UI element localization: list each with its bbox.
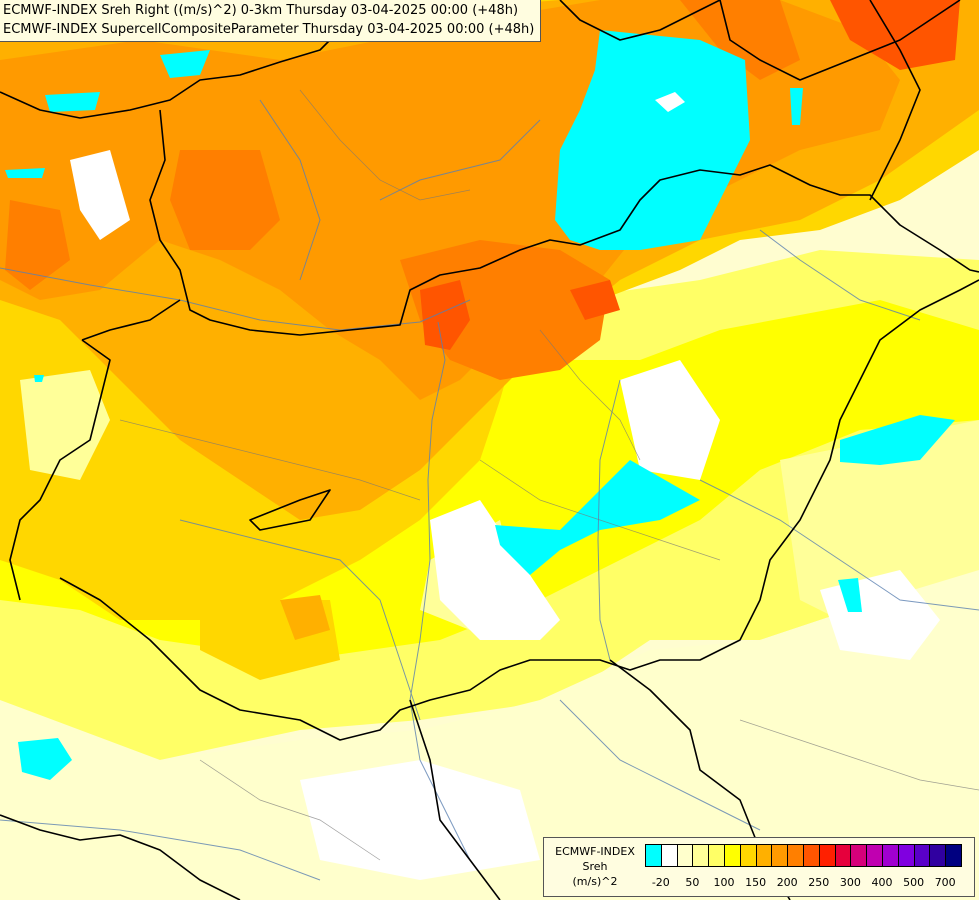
- field-white: [300, 760, 540, 880]
- legend-swatch: [819, 845, 836, 866]
- field-cyan: [5, 168, 45, 178]
- legend-swatch: [882, 845, 899, 866]
- field-cyan: [838, 578, 862, 612]
- border: [59, 279, 979, 741]
- field-cyan: [160, 50, 210, 78]
- legend-tick-label: 50: [685, 876, 700, 889]
- field-red-orange: [830, 0, 960, 70]
- river: [597, 379, 621, 661]
- border: [0, 814, 241, 900]
- legend-swatch: [709, 845, 725, 866]
- legend-swatch: [788, 845, 804, 866]
- field-cyan: [555, 30, 750, 250]
- legend-source: ECMWF-INDEX: [555, 845, 635, 858]
- region-line: [739, 719, 979, 791]
- field-red-orange: [420, 280, 470, 350]
- river: [409, 321, 471, 861]
- river: [559, 699, 761, 831]
- region-line: [299, 89, 471, 201]
- field-pale: [20, 370, 110, 480]
- region-line: [539, 329, 641, 461]
- map-header: ECMWF-INDEX Sreh Right ((m/s)^2) 0-3km T…: [0, 0, 542, 42]
- field-white: [70, 150, 130, 240]
- river: [179, 519, 421, 721]
- river: [759, 229, 921, 321]
- legend-swatch: [661, 845, 678, 866]
- legend-swatch: [756, 845, 773, 866]
- field-pale: [780, 420, 979, 640]
- border: [9, 339, 111, 601]
- header-line-scp: ECMWF-INDEX SupercellCompositeParameter …: [3, 22, 535, 37]
- legend-swatch: [772, 845, 789, 866]
- legend-parameter: Sreh: [582, 860, 608, 873]
- field-cyan: [495, 460, 720, 575]
- field-dark-orange: [170, 150, 280, 250]
- legend-title: ECMWF-INDEX Sreh (m/s)^2: [544, 844, 646, 889]
- border: [249, 489, 331, 531]
- legend-swatch: [946, 845, 962, 866]
- field-dark-orange: [680, 0, 800, 80]
- header-line-sreh: ECMWF-INDEX Sreh Right ((m/s)^2) 0-3km T…: [3, 3, 519, 18]
- river: [699, 479, 979, 611]
- border: [149, 109, 979, 336]
- legend-tick-labels: -20 50 100 150 200 250 300 400 500 700: [645, 876, 975, 890]
- legend-swatch: [930, 845, 947, 866]
- field-cyan: [840, 415, 955, 465]
- field-red-orange: [570, 280, 620, 320]
- legend-swatch: [898, 845, 915, 866]
- region-line: [119, 419, 421, 501]
- border: [719, 0, 961, 81]
- field-cyan: [34, 375, 44, 382]
- legend-swatch: [867, 845, 883, 866]
- border: [81, 299, 181, 341]
- legend-tick-label: 700: [934, 876, 956, 889]
- field-amber: [280, 595, 330, 640]
- color-legend: ECMWF-INDEX Sreh (m/s)^2 -20 50 100 150 200 2…: [543, 837, 975, 897]
- legend-swatch: [835, 845, 852, 866]
- legend-swatch: [803, 845, 820, 866]
- region-line: [479, 459, 721, 561]
- field-white: [430, 500, 560, 640]
- legend-swatch: [677, 845, 694, 866]
- legend-tick-label: 100: [713, 876, 735, 889]
- river: [0, 267, 471, 331]
- legend-swatch: [646, 845, 662, 866]
- region-boundaries: [119, 89, 979, 861]
- border: [869, 0, 921, 201]
- border: [409, 699, 501, 900]
- legend-unit: (m/s)^2: [572, 875, 618, 888]
- legend-tick-label: 500: [903, 876, 925, 889]
- field-cyan: [790, 88, 803, 125]
- legend-swatch: [914, 845, 931, 866]
- field-white: [655, 92, 685, 112]
- region-line: [199, 759, 381, 861]
- legend-color-scale: [645, 844, 962, 867]
- legend-swatch: [724, 845, 741, 866]
- legend-tick-label: 150: [745, 876, 767, 889]
- river: [259, 99, 321, 281]
- legend-tick-label: 250: [808, 876, 830, 889]
- legend-tick-label: 200: [776, 876, 798, 889]
- legend-tick-label: 400: [871, 876, 893, 889]
- border: [559, 0, 721, 41]
- legend-swatch: [693, 845, 710, 866]
- legend-swatch: [740, 845, 757, 866]
- field-cyan: [18, 738, 72, 780]
- field-cyan: [45, 92, 100, 112]
- river: [0, 819, 321, 881]
- field-white: [620, 360, 720, 480]
- field-dark-orange: [5, 200, 70, 290]
- legend-tick-label: -20: [651, 876, 670, 889]
- legend-tick-label: 300: [839, 876, 861, 889]
- legend-swatch: [851, 845, 868, 866]
